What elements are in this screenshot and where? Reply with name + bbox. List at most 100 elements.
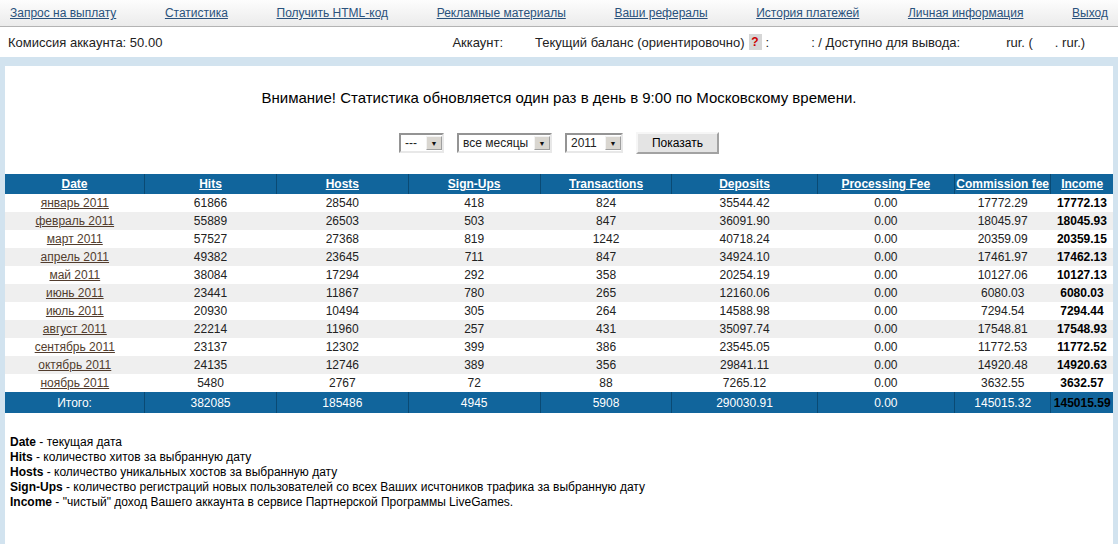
date-cell: июнь 2011 [5, 284, 145, 302]
nav-item-3[interactable]: Получить HTML-код [277, 6, 389, 20]
col-header-processing-fee[interactable]: Processing Fee [817, 174, 954, 194]
available-label: : / Доступно для вывода: [811, 35, 960, 50]
data-cell: 26503 [276, 212, 408, 230]
income-cell: 17548.93 [1051, 320, 1113, 338]
main-content: Внимание! Статистика обновляется один ра… [0, 66, 1118, 544]
data-cell: 264 [540, 302, 672, 320]
data-cell: 20930 [145, 302, 277, 320]
totals-cell: 4945 [408, 392, 540, 413]
col-header-sign-ups[interactable]: Sign-Ups [408, 174, 540, 194]
account-commission: Комиссия аккаунта: 50.00 [8, 35, 162, 50]
table-row: август 2011222141196025743135097.740.001… [5, 320, 1113, 338]
nav-item-8[interactable]: Выход [1072, 6, 1108, 20]
data-cell: 431 [540, 320, 672, 338]
col-header-commission-fee[interactable]: Commission fee [955, 174, 1051, 194]
data-cell: 61866 [145, 194, 277, 212]
income-cell: 20359.15 [1051, 230, 1113, 248]
data-cell: 0.00 [817, 320, 954, 338]
day-select[interactable]: --- ▼ [399, 133, 444, 153]
income-cell: 11772.52 [1051, 338, 1113, 356]
data-cell: 6080.03 [955, 284, 1051, 302]
data-cell: 265 [540, 284, 672, 302]
date-link[interactable]: сентябрь 2011 [35, 340, 115, 354]
totals-row: Итого:38208518548649455908290030.910.001… [5, 392, 1113, 413]
data-cell: 23441 [145, 284, 277, 302]
date-link[interactable]: февраль 2011 [35, 214, 114, 228]
chevron-down-icon: ▼ [534, 136, 550, 150]
legend-item: Income - "чистый" доход Вашего аккаунта … [10, 495, 1113, 510]
data-cell: 12160.06 [672, 284, 817, 302]
date-cell: ноябрь 2011 [5, 374, 145, 392]
data-cell: 27368 [276, 230, 408, 248]
date-link[interactable]: июль 2011 [46, 304, 104, 318]
help-icon[interactable]: ? [749, 34, 762, 50]
col-header-hosts[interactable]: Hosts [276, 174, 408, 194]
column-legend: Date - текущая датаHits - количество хит… [5, 435, 1113, 510]
data-cell: 1242 [540, 230, 672, 248]
data-cell: 356 [540, 356, 672, 374]
month-select[interactable]: все месяцы ▼ [457, 133, 552, 153]
data-cell: 819 [408, 230, 540, 248]
chevron-down-icon: ▼ [605, 136, 621, 150]
date-cell: апрель 2011 [5, 248, 145, 266]
date-link[interactable]: январь 2011 [41, 196, 109, 210]
nav-item-4[interactable]: Рекламные материалы [437, 6, 566, 20]
data-cell: 40718.24 [672, 230, 817, 248]
divider-bar [0, 57, 1118, 66]
date-link[interactable]: июнь 2011 [46, 286, 104, 300]
nav-item-5[interactable]: Ваши рефералы [614, 6, 707, 20]
date-link[interactable]: ноябрь 2011 [40, 376, 109, 390]
nav-item-1[interactable]: Запрос на выплату [10, 6, 116, 20]
income-cell: 14920.63 [1051, 356, 1113, 374]
data-cell: 49382 [145, 248, 277, 266]
date-cell: октябрь 2011 [5, 356, 145, 374]
year-select-value: 2011 [571, 136, 597, 150]
col-header-income[interactable]: Income [1051, 174, 1113, 194]
income-cell: 6080.03 [1051, 284, 1113, 302]
income-cell: 3632.57 [1051, 374, 1113, 392]
data-cell: 292 [408, 266, 540, 284]
data-cell: 17772.29 [955, 194, 1051, 212]
data-cell: 72 [408, 374, 540, 392]
table-row: сентябрь 2011231371230239938623545.050.0… [5, 338, 1113, 356]
nav-item-2[interactable]: Статистика [165, 6, 228, 20]
data-cell: 7265.12 [672, 374, 817, 392]
year-select[interactable]: 2011 ▼ [565, 133, 623, 153]
col-header-date[interactable]: Date [5, 174, 145, 194]
totals-cell: 382085 [145, 392, 277, 413]
data-cell: 0.00 [817, 284, 954, 302]
date-link[interactable]: октябрь 2011 [38, 358, 111, 372]
nav-item-7[interactable]: Личная информация [908, 6, 1024, 20]
date-cell: май 2011 [5, 266, 145, 284]
legend-item: Hosts - количество уникальных хостов за … [10, 465, 1113, 480]
data-cell: 34924.10 [672, 248, 817, 266]
data-cell: 2767 [276, 374, 408, 392]
date-link[interactable]: март 2011 [47, 232, 103, 246]
nav-item-6[interactable]: История платежей [756, 6, 859, 20]
date-link[interactable]: апрель 2011 [41, 250, 110, 264]
data-cell: 305 [408, 302, 540, 320]
income-cell: 7294.44 [1051, 302, 1113, 320]
date-link[interactable]: май 2011 [49, 268, 100, 282]
table-row: апрель 2011493822364571184734924.100.001… [5, 248, 1113, 266]
table-row: май 2011380841729429235820254.190.001012… [5, 266, 1113, 284]
data-cell: 11867 [276, 284, 408, 302]
col-header-deposits[interactable]: Deposits [672, 174, 817, 194]
date-link[interactable]: август 2011 [43, 322, 107, 336]
table-row: июль 2011209301049430526414588.980.00729… [5, 302, 1113, 320]
col-header-transactions[interactable]: Transactions [540, 174, 672, 194]
data-cell: 10494 [276, 302, 408, 320]
income-cell: 17772.13 [1051, 194, 1113, 212]
income-cell: 18045.93 [1051, 212, 1113, 230]
data-cell: 17461.97 [955, 248, 1051, 266]
data-cell: 0.00 [817, 302, 954, 320]
date-cell: март 2011 [5, 230, 145, 248]
data-cell: 11960 [276, 320, 408, 338]
balance-colon: : [766, 35, 770, 50]
legend-item: Date - текущая дата [10, 435, 1113, 450]
show-button[interactable]: Показать [636, 132, 719, 154]
table-row: ноябрь 20115480276772887265.120.003632.5… [5, 374, 1113, 392]
col-header-hits[interactable]: Hits [145, 174, 277, 194]
data-cell: 23137 [145, 338, 277, 356]
legend-item: Sign-Ups - количество регистраций новых … [10, 480, 1113, 495]
